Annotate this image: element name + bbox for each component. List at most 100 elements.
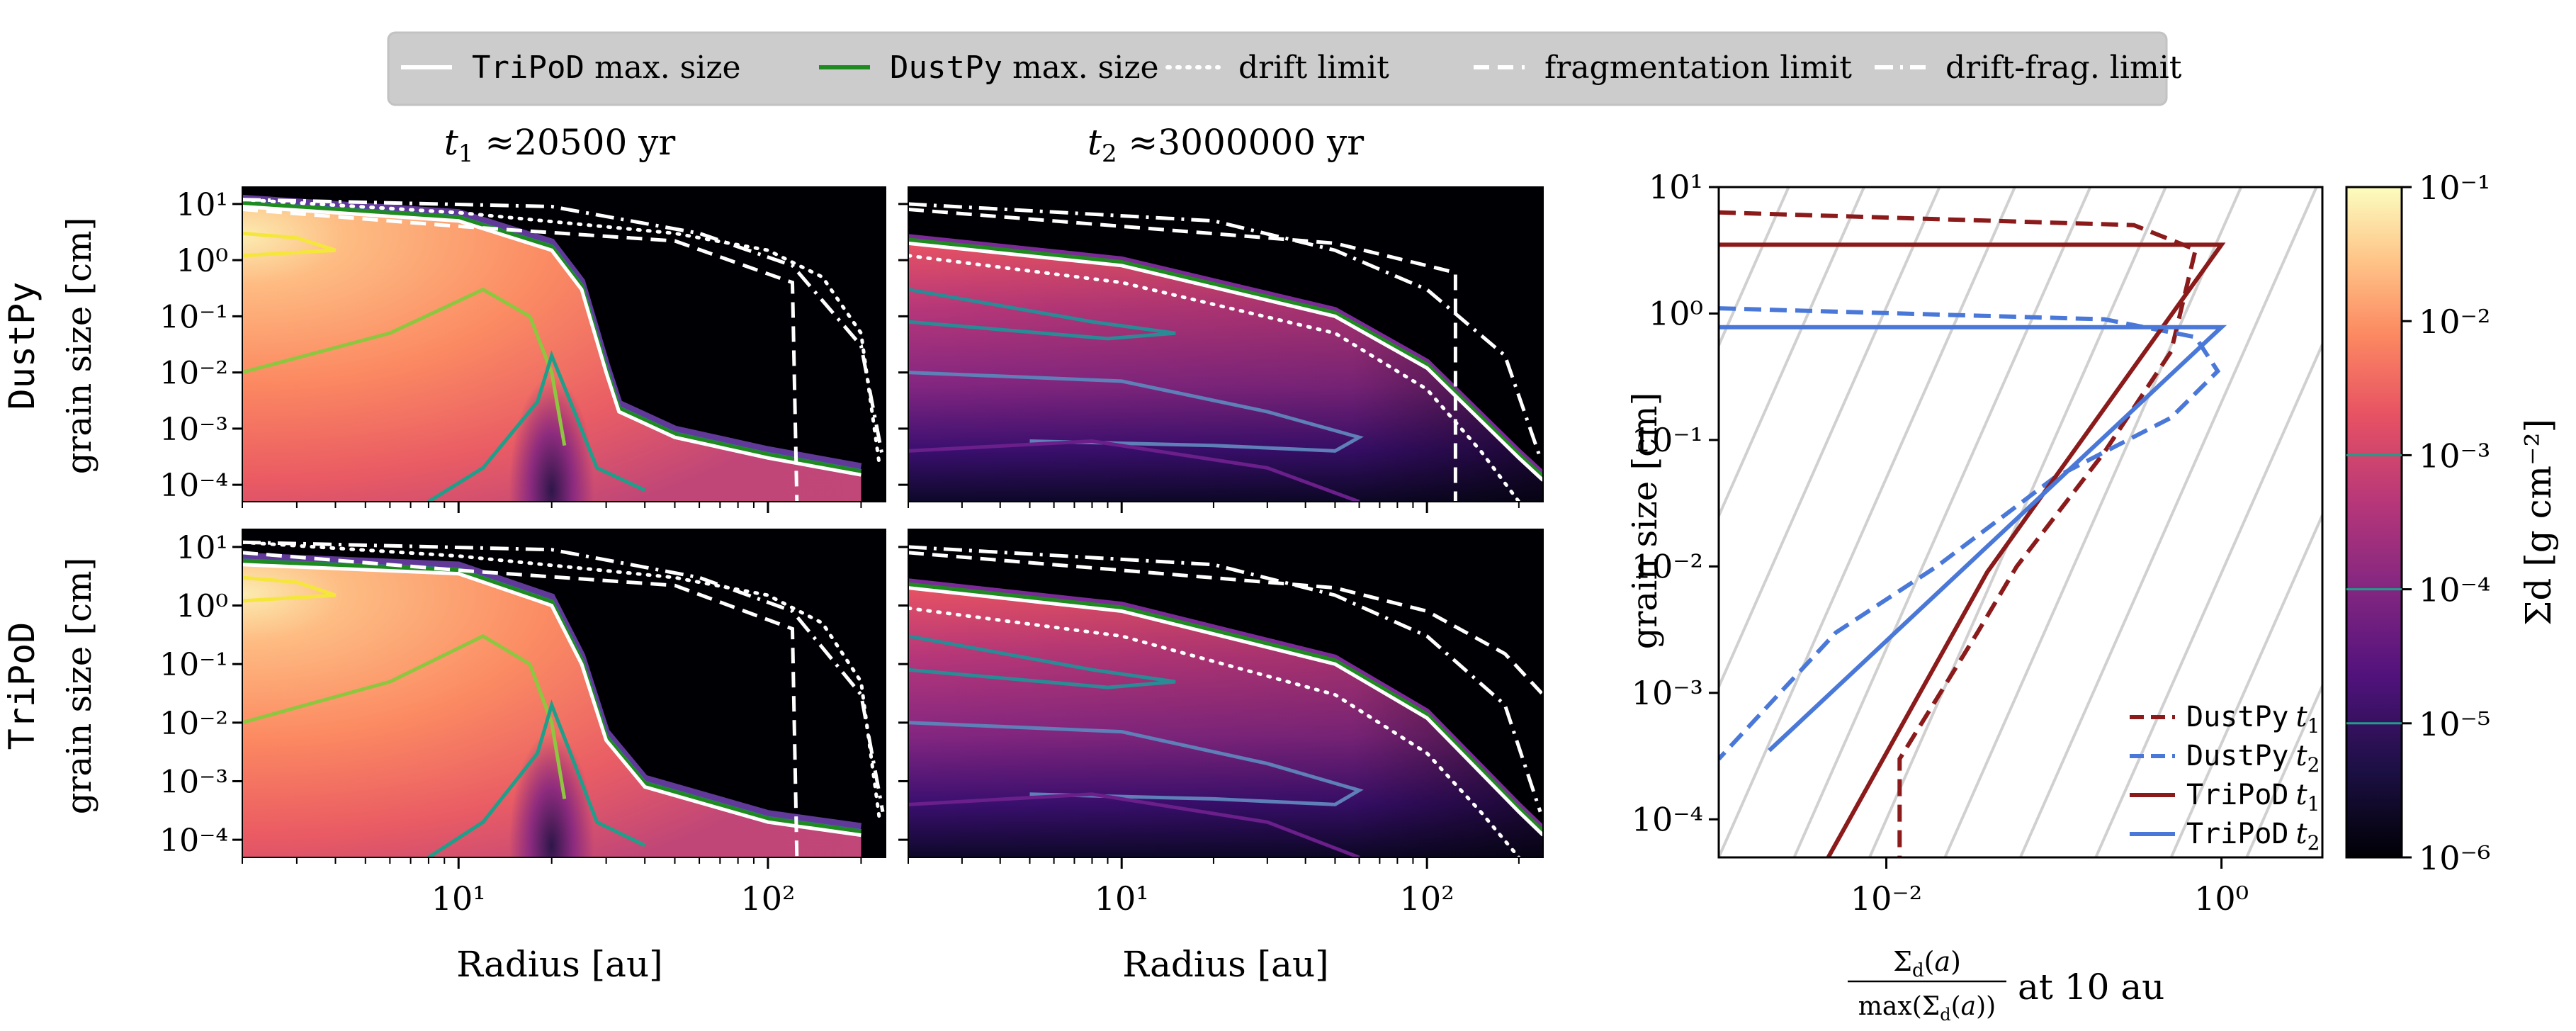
contour-mid — [242, 633, 567, 799]
xtick-label: 10² — [1400, 879, 1454, 918]
line-drift-frag-limit — [908, 545, 1542, 813]
density-dip — [509, 732, 594, 857]
panel-frame — [908, 186, 1544, 502]
row-label-dustpy: DustPy — [1, 282, 43, 410]
svg-text:max(Σd(a)): max(Σd(a)) — [1858, 992, 1996, 1025]
xlabel-left: Radius [au] — [456, 944, 662, 985]
ytick-label: 10⁰ — [176, 243, 228, 279]
line-frag-limit — [242, 551, 799, 857]
panel-frame — [908, 529, 1544, 858]
contour-mid — [908, 721, 1364, 806]
ytick-label: 10⁻¹ — [159, 647, 228, 683]
column-title-t2: t2 ≈3000000 yr — [1088, 122, 1364, 168]
contour-edge — [908, 578, 1543, 831]
ytick-label: 10⁻¹ — [159, 299, 228, 335]
line-dustpy-max-size — [908, 582, 1543, 833]
line-frag-limit — [908, 551, 1543, 697]
colorbar-tick-label: 10⁻⁵ — [2419, 705, 2490, 743]
line-drift-frag-limit — [908, 202, 1542, 459]
panel-frame — [242, 186, 886, 502]
row-ylabel-dustpy: grain size [cm] — [60, 218, 99, 475]
line-drift-limit — [242, 540, 882, 824]
guide-line — [1719, 187, 1941, 691]
guide-line — [2169, 512, 2322, 857]
line-drift-limit — [908, 606, 1521, 857]
colorbar-ticks: 10⁻¹ 10⁻² 10⁻³ 10⁻⁴ 10⁻⁵ 10⁻⁶ — [2346, 169, 2490, 877]
axis-ticks: 10¹ 10² 10¹ 10⁰ 10⁻¹ 10⁻² 10⁻³ 10⁻⁴ — [159, 530, 862, 918]
xtick-label: 10⁰ — [2194, 879, 2249, 918]
heatmap-field — [908, 187, 1543, 502]
legend-label-3: fragmentation limit — [1544, 50, 1852, 86]
axis-ticks: 10¹ 10⁰ 10⁻¹ 10⁻² 10⁻³ 10⁻⁴ — [159, 187, 862, 513]
xtick-label: 10⁻² — [1851, 879, 1922, 918]
contour-low — [427, 699, 646, 857]
line-tripod-max-size — [908, 586, 1543, 837]
series-line-3 — [1719, 325, 2227, 753]
axis-ticks: 10⁻² 10⁰ 10¹ 10⁰ 10⁻¹ 10⁻² 10⁻³ 10⁻⁴ — [1632, 168, 2249, 918]
ytick-label: 10⁻¹ — [1632, 421, 1703, 459]
legend-label-3: TriPoD t2 — [2186, 818, 2320, 855]
line-frag-limit — [242, 208, 799, 502]
ytick-label: 10⁻² — [1632, 547, 1703, 585]
xtick-label: 10¹ — [431, 879, 486, 918]
panel-dustpy-t2 — [898, 186, 1544, 513]
axis-ticks: 10¹ 10² — [898, 546, 1520, 918]
line-drift-frag-limit — [242, 198, 885, 458]
panel-dustpy-t1: 10¹ 10⁰ 10⁻¹ 10⁻² 10⁻³ 10⁻⁴ — [159, 186, 886, 513]
panel-tripod-t1: 10¹ 10² 10¹ 10⁰ 10⁻¹ 10⁻² 10⁻³ 10⁻⁴ — [159, 529, 886, 918]
guide-line — [2018, 187, 2318, 857]
ytick-label: 10⁻² — [159, 706, 228, 742]
legend-label-0: DustPy t1 — [2186, 701, 2320, 738]
line-drift-frag-limit — [242, 540, 885, 813]
legend-label-4: drift-frag. limit — [1945, 50, 2182, 86]
line-plot-area — [1719, 187, 2322, 857]
colorbar-tick-label: 10⁻⁶ — [2419, 839, 2490, 877]
axis-ticks — [898, 203, 1520, 513]
panel-frame — [1717, 186, 2324, 859]
ytick-label: 10⁻³ — [159, 412, 228, 448]
row-ylabel-tripod: grain size [cm] — [60, 558, 99, 815]
right-xlabel: Σd(a) max(Σd(a)) at 10 au — [1848, 946, 2164, 1025]
contour-edge — [908, 234, 1543, 476]
svg-text:at 10 au: at 10 au — [2018, 967, 2164, 1008]
panel-frame — [242, 529, 886, 858]
contour-mid — [242, 287, 567, 446]
guide-line — [1792, 187, 2092, 857]
panel-size-distribution: 10⁻² 10⁰ 10¹ 10⁰ 10⁻¹ 10⁻² 10⁻³ 10⁻⁴ DustPy t1Dus… — [1632, 168, 2324, 918]
line-drift-limit — [242, 198, 882, 470]
density-fade — [908, 243, 1543, 502]
contour-high — [242, 231, 337, 258]
ytick-label: 10¹ — [1649, 168, 1703, 206]
contour-high — [242, 575, 337, 603]
right-ylabel: grain size [cm] — [1625, 393, 1665, 650]
heatmap-field — [242, 187, 886, 502]
xtick-label: 10¹ — [1095, 879, 1149, 918]
contour-high — [908, 634, 1176, 689]
svg-text:Σd(a): Σd(a) — [1893, 946, 1961, 981]
legend-box: TriPoD max. size DustPy max. size drift li… — [387, 31, 2182, 106]
legend-label-1: DustPy max. size — [890, 50, 1159, 86]
ytick-label: 10⁰ — [1649, 294, 1703, 332]
row-label-tripod: TriPoD — [1, 622, 43, 750]
colorbar-tick-label: 10⁻² — [2419, 303, 2490, 341]
guide-line — [1719, 187, 2017, 857]
contour-low — [908, 792, 1360, 857]
guide-line — [1868, 187, 2168, 857]
heatmap-field — [908, 529, 1543, 857]
series-line-0 — [1719, 210, 2198, 857]
legend-label-2: drift limit — [1238, 50, 1389, 86]
xlabel-middle: Radius [au] — [1122, 944, 1328, 985]
legend-label-0: TriPoD max. size — [472, 50, 741, 86]
legend-entries: TriPoD max. size DustPy max. size drift li… — [401, 50, 2182, 86]
guide-line — [2094, 341, 2322, 857]
ytick-label: 10⁻³ — [159, 764, 228, 800]
xtick-label: 10² — [740, 879, 795, 918]
ytick-label: 10⁻³ — [1632, 674, 1703, 712]
contour-low — [908, 439, 1360, 502]
line-tripod-max-size — [242, 205, 862, 477]
ytick-label: 10⁻⁴ — [159, 468, 228, 504]
ytick-label: 10⁻⁴ — [1632, 800, 1703, 838]
density-fade — [908, 587, 1543, 857]
colorbar-label: Σd [g cm⁻²] — [2518, 419, 2559, 626]
